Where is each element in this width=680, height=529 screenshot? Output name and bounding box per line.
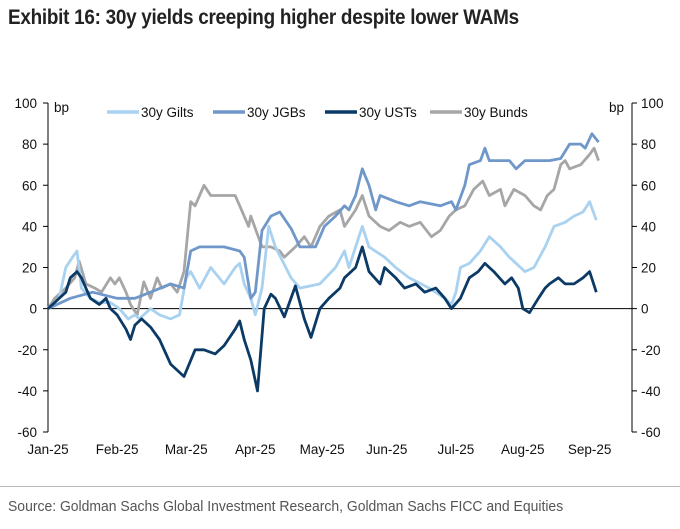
y-tick-label-left: 0 — [29, 302, 37, 317]
y-tick-label-right: 100 — [641, 96, 664, 111]
y-tick-label-right: 60 — [641, 178, 656, 193]
y-axis-unit-left: bp — [54, 100, 69, 115]
series-line-30y-usts — [47, 245, 598, 393]
y-tick-label-left: -60 — [17, 425, 37, 440]
y-tick-label-left: 80 — [22, 137, 37, 152]
y-tick-label-right: -40 — [641, 384, 661, 399]
x-tick-label: Jul-25 — [438, 442, 475, 457]
y-axis-unit-right: bp — [609, 100, 624, 115]
y-tick-label-right: 80 — [641, 137, 656, 152]
line-chart: 100 100 80 80 60 60 40 40 20 20 0 0 -20 -20 -40 -40 -60 -… — [14, 96, 664, 457]
series-line-30y-jgbs — [47, 132, 600, 310]
x-tick-label: Sep-25 — [568, 442, 612, 457]
x-tick-label: Mar-25 — [165, 442, 208, 457]
x-tick-label: Apr-25 — [235, 442, 276, 457]
y-tick-label-right: -20 — [641, 343, 661, 358]
x-tick-label: May-25 — [300, 442, 345, 457]
y-tick-label-right: 20 — [641, 261, 656, 276]
y-tick-label-right: -60 — [641, 425, 661, 440]
source-note: Source: Goldman Sachs Global Investment … — [8, 498, 564, 515]
y-tick-label-left: 100 — [14, 96, 37, 111]
legend-label: 30y USTs — [359, 105, 417, 120]
y-tick-label-left: -20 — [17, 343, 37, 358]
x-tick-label: Aug-25 — [501, 442, 545, 457]
x-tick-label: Jun-25 — [366, 442, 407, 457]
legend-label: 30y Bunds — [464, 105, 528, 120]
y-tick-label-right: 40 — [641, 219, 656, 234]
x-tick-label: Feb-25 — [96, 442, 139, 457]
legend-label: 30y JGBs — [247, 105, 306, 120]
series-line-30y-gilts — [47, 200, 598, 321]
y-tick-label-right: 0 — [641, 302, 649, 317]
y-tick-label-left: 20 — [22, 261, 37, 276]
x-tick-label: Jan-25 — [27, 442, 68, 457]
divider — [0, 486, 680, 487]
series-line-30y-bunds — [46, 146, 600, 317]
y-tick-label-left: 40 — [22, 219, 37, 234]
chart-title: Exhibit 16: 30y yields creeping higher d… — [8, 6, 519, 29]
y-tick-label-left: 60 — [22, 178, 37, 193]
y-tick-label-left: -40 — [17, 384, 37, 399]
legend-label: 30y Gilts — [141, 105, 194, 120]
